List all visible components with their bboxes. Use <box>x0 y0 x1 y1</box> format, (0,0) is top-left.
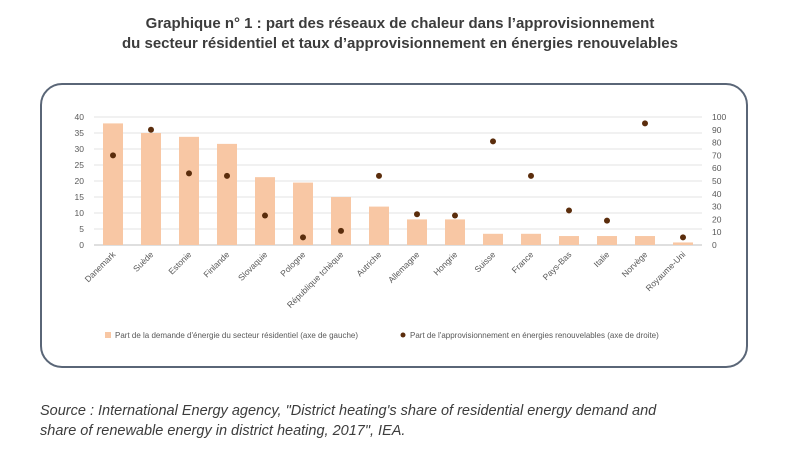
y-right-tick-label: 80 <box>712 138 722 148</box>
y-right-tick-label: 100 <box>712 112 726 122</box>
scatter-point <box>110 152 116 159</box>
scatter-point <box>300 234 306 241</box>
source-note: Source : International Energy agency, "D… <box>40 401 780 441</box>
y-right-tick-label: 30 <box>712 202 722 212</box>
x-tick-label: Suisse <box>472 249 497 274</box>
bar <box>521 233 541 245</box>
bar <box>369 206 389 245</box>
scatter-point <box>414 211 420 218</box>
y-right-tick-label: 50 <box>712 176 722 186</box>
scatter-point <box>376 172 382 179</box>
y-left-tick-label: 25 <box>75 160 85 170</box>
scatter-point <box>262 212 268 219</box>
bar <box>407 219 427 245</box>
bar <box>597 236 617 245</box>
y-left-tick-label: 10 <box>75 208 85 218</box>
x-tick-label: Autriche <box>354 249 383 278</box>
y-right-tick-label: 10 <box>712 227 722 237</box>
bar <box>331 197 351 245</box>
bar <box>103 123 123 245</box>
bar <box>445 219 465 245</box>
legend-dot-label: Part de l'approvisionnement en énergies … <box>410 331 659 340</box>
x-tick-label: Estonie <box>166 249 193 276</box>
x-tick-label: Italie <box>592 249 612 269</box>
title-line-1: Graphique n° 1 : part des réseaux de cha… <box>145 15 655 32</box>
scatter-point <box>224 172 230 179</box>
bar <box>293 182 313 245</box>
x-tick-label: Finlande <box>201 249 231 279</box>
scatter-point <box>566 207 572 214</box>
x-tick-label: Pologne <box>278 249 307 278</box>
source-line-1: Source : International Energy agency, "D… <box>40 403 657 419</box>
x-tick-label: Royaume-Uni <box>644 249 688 293</box>
scatter-point <box>338 227 344 234</box>
y-right-tick-label: 90 <box>712 125 722 135</box>
y-left-tick-label: 40 <box>75 112 85 122</box>
scatter-point <box>680 234 686 241</box>
chart-title: Graphique n° 1 : part des réseaux de cha… <box>0 14 800 54</box>
scatter-point <box>604 217 610 224</box>
x-tick-label: France <box>510 249 536 275</box>
y-left-tick-label: 35 <box>75 128 85 138</box>
x-tick-label: Pays-Bas <box>541 249 574 282</box>
y-right-tick-label: 40 <box>712 189 722 199</box>
x-tick-label: Hongrie <box>431 249 459 277</box>
bar <box>673 242 693 245</box>
legend-dot-swatch <box>400 332 406 338</box>
scatter-point <box>528 172 534 179</box>
y-right-tick-label: 60 <box>712 163 722 173</box>
y-left-tick-label: 5 <box>79 224 84 234</box>
bar <box>635 236 655 245</box>
x-tick-label: Danemark <box>83 249 118 284</box>
bar <box>141 133 161 245</box>
scatter-point <box>452 212 458 219</box>
bar <box>217 143 237 245</box>
scatter-point <box>148 126 154 133</box>
legend-bar-swatch <box>105 332 111 338</box>
scatter-point <box>490 138 496 145</box>
x-tick-label: Slovaquie <box>236 249 270 283</box>
y-left-tick-label: 20 <box>75 176 85 186</box>
bar <box>179 136 199 245</box>
legend-bar-label: Part de la demande d'énergie du secteur … <box>115 331 358 340</box>
bar <box>483 233 503 245</box>
y-right-tick-label: 0 <box>712 240 717 250</box>
scatter-point <box>186 170 192 177</box>
bar <box>255 177 275 245</box>
x-tick-label: Norvège <box>620 249 650 279</box>
y-right-tick-label: 20 <box>712 214 722 224</box>
y-left-tick-label: 0 <box>79 240 84 250</box>
y-right-tick-label: 70 <box>712 150 722 160</box>
x-tick-label: Allemagne <box>386 249 422 285</box>
x-tick-label: Suède <box>131 249 156 274</box>
scatter-point <box>642 120 648 127</box>
source-line-2: share of renewable energy in district he… <box>40 423 406 439</box>
title-line-2: du secteur résidentiel et taux d’approvi… <box>121 35 678 52</box>
y-left-tick-label: 30 <box>75 144 85 154</box>
bar <box>559 236 579 245</box>
y-left-tick-label: 15 <box>75 192 85 202</box>
